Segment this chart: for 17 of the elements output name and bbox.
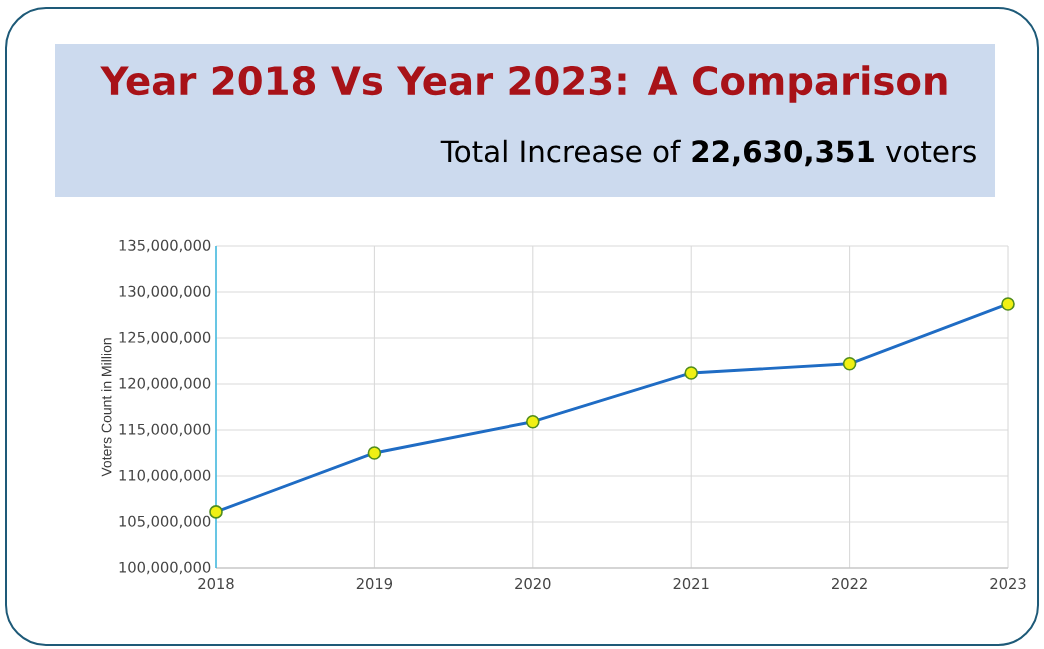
x-tick-label: 2022	[832, 578, 867, 590]
y-tick-label: 130,000,000	[119, 285, 211, 299]
x-tick-label: 2021	[673, 578, 709, 590]
y-tick-label: 120,000,000	[119, 377, 211, 391]
y-tick-label: 100,000,000	[119, 561, 211, 575]
x-tick-label: 2023	[990, 578, 1026, 590]
x-tick-label: 2020	[515, 578, 551, 590]
x-tick-label: 2019	[356, 578, 393, 590]
chart-title: Year 2018 Vs Year 2023: A Comparison	[100, 65, 947, 103]
y-axis-title: Voters Count in Million	[101, 338, 112, 477]
y-tick-label: 125,000,000	[119, 331, 211, 345]
y-tick-label: 110,000,000	[119, 469, 211, 483]
y-tick-label: 135,000,000	[119, 239, 211, 253]
y-tick-label: 115,000,000	[119, 423, 211, 437]
chart-subtitle: Total Increase of 22,630,351 voters	[440, 139, 976, 167]
y-tick-label: 105,000,000	[119, 515, 211, 529]
x-tick-label: 2018	[198, 578, 234, 590]
